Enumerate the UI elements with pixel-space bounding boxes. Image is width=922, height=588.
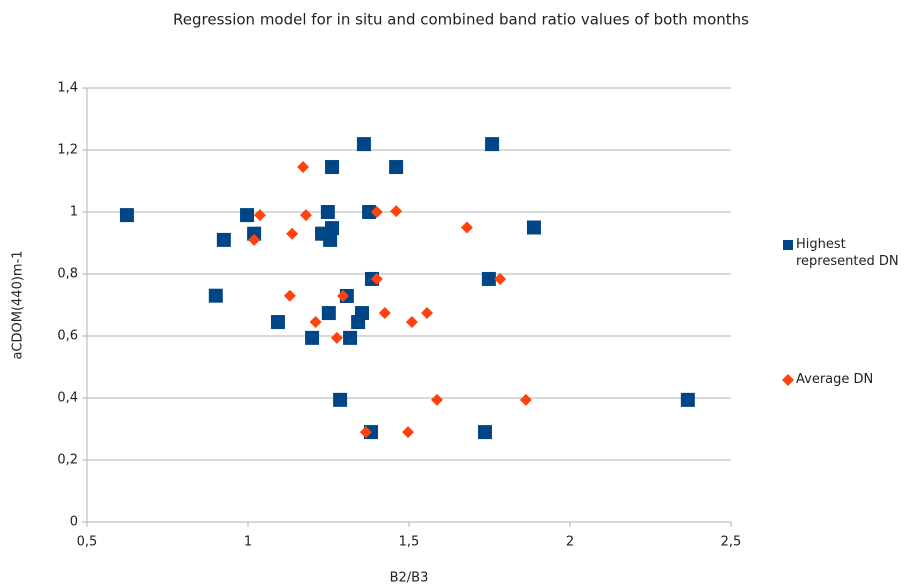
point — [248, 233, 261, 246]
y-tick-label: 0,6 — [57, 329, 78, 344]
point — [356, 137, 371, 152]
point — [526, 220, 541, 235]
point — [481, 271, 496, 286]
point — [336, 290, 349, 303]
point — [343, 330, 358, 345]
point — [485, 137, 500, 152]
point — [321, 306, 336, 321]
x-tick-label: 1 — [244, 535, 252, 550]
point — [247, 226, 262, 241]
point — [354, 306, 369, 321]
y-axis-label: aCDOM(440)m-1 — [11, 250, 26, 359]
point — [460, 221, 473, 234]
legend-item: Highest represented DN — [782, 236, 918, 270]
point — [240, 208, 255, 223]
point — [519, 393, 532, 406]
x-tick-label: 1,5 — [399, 535, 420, 550]
point — [378, 307, 391, 320]
legend-key — [782, 374, 794, 391]
legend-label: Average DN — [796, 372, 874, 387]
point — [494, 272, 507, 285]
legend-label: Highest represented DN — [796, 237, 899, 269]
point — [389, 160, 404, 175]
x-tick-label: 2 — [566, 535, 574, 550]
x-axis-label: B2/B3 — [390, 571, 429, 586]
legend-item: Average DN — [782, 371, 918, 388]
point — [325, 160, 340, 175]
point — [299, 209, 312, 222]
point — [431, 393, 444, 406]
point — [405, 316, 418, 329]
point — [402, 426, 415, 439]
point — [390, 205, 403, 218]
x-tick-label: 0,5 — [77, 535, 98, 550]
y-tick-label: 0 — [70, 515, 78, 530]
point — [119, 208, 134, 223]
point — [297, 161, 310, 174]
point — [323, 232, 338, 247]
point — [208, 288, 223, 303]
point — [270, 315, 285, 330]
y-tick-label: 0,8 — [57, 267, 78, 282]
point — [333, 392, 348, 407]
y-tick-label: 0,4 — [57, 391, 78, 406]
point — [370, 206, 383, 218]
x-tick-label: 2,5 — [721, 535, 742, 550]
point — [309, 316, 322, 329]
y-tick-label: 1,4 — [57, 81, 78, 96]
y-tick-label: 1 — [70, 205, 78, 220]
point — [305, 330, 320, 345]
point — [421, 307, 434, 320]
point — [330, 331, 343, 344]
point — [370, 272, 383, 285]
chart-title: Regression model for in situ and combine… — [173, 11, 749, 29]
point — [253, 209, 266, 222]
point — [216, 232, 231, 247]
point — [286, 227, 299, 240]
point — [325, 221, 340, 236]
point — [283, 289, 296, 302]
point — [362, 205, 377, 219]
point — [477, 425, 492, 440]
point — [359, 426, 372, 439]
y-tick-label: 1,2 — [57, 143, 78, 158]
legend-key — [782, 239, 794, 256]
y-tick-label: 0,2 — [57, 453, 78, 468]
point — [680, 392, 695, 407]
point — [320, 205, 335, 219]
